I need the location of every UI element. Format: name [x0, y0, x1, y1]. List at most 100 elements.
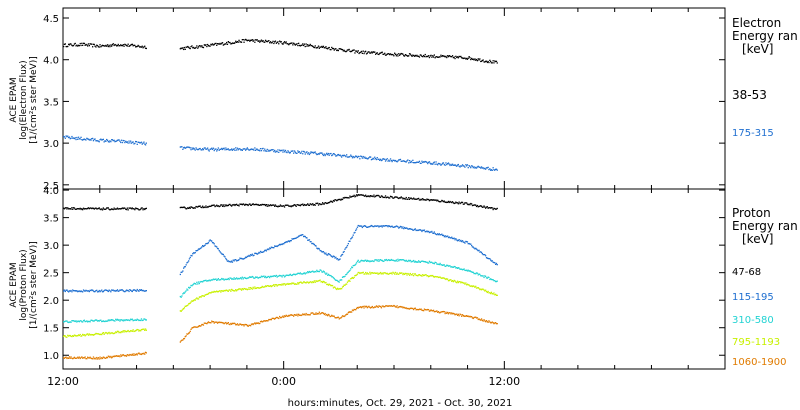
- data-point: [140, 46, 143, 48]
- data-point: [375, 306, 377, 308]
- data-point: [364, 195, 366, 197]
- data-point: [63, 289, 66, 291]
- data-point: [131, 353, 133, 355]
- data-point: [274, 205, 276, 207]
- data-point: [111, 332, 113, 334]
- data-point: [237, 204, 239, 206]
- data-point: [405, 307, 407, 309]
- data-point: [241, 258, 243, 260]
- data-point: [469, 270, 471, 272]
- data-point: [141, 45, 143, 47]
- data-point: [301, 150, 303, 152]
- data-point: [267, 204, 269, 206]
- data-point: [299, 272, 301, 274]
- data-point: [427, 198, 429, 201]
- data-point: [102, 45, 104, 47]
- data-point: [221, 278, 224, 280]
- data-point: [372, 225, 374, 228]
- data-point: [324, 47, 326, 49]
- data-point: [455, 201, 457, 203]
- data-point: [119, 140, 121, 142]
- data-point: [399, 306, 401, 308]
- data-point: [313, 151, 315, 154]
- data-point: [105, 331, 107, 334]
- data-point: [351, 236, 354, 238]
- data-point: [321, 312, 323, 314]
- data-point: [310, 241, 312, 243]
- data-point: [96, 44, 98, 46]
- data-point: [106, 320, 108, 322]
- data-point: [485, 60, 488, 62]
- data-point: [279, 284, 281, 286]
- data-point: [293, 43, 296, 45]
- data-point: [481, 288, 483, 290]
- data-point: [383, 272, 385, 274]
- data-point: [414, 307, 416, 309]
- data-point: [482, 275, 484, 277]
- data-point: [219, 251, 221, 253]
- data-point: [106, 207, 108, 209]
- data-point: [306, 204, 308, 206]
- data-point: [360, 155, 362, 157]
- data-point: [297, 282, 299, 284]
- data-point: [191, 206, 193, 208]
- data-point: [277, 41, 279, 43]
- data-point: [275, 316, 277, 319]
- data-point: [407, 198, 409, 200]
- data-point: [113, 290, 115, 292]
- data-point: [387, 259, 389, 261]
- data-point: [122, 207, 124, 210]
- data-point: [269, 285, 272, 287]
- data-point: [421, 275, 423, 277]
- data-point: [311, 204, 313, 206]
- data-point: [110, 332, 112, 334]
- data-point: [418, 229, 420, 231]
- data-point: [376, 225, 378, 227]
- data-point: [437, 233, 439, 235]
- data-point: [86, 44, 88, 46]
- data-point: [197, 249, 199, 251]
- data-point: [93, 291, 95, 293]
- data-point: [438, 263, 440, 266]
- data-point: [224, 278, 226, 280]
- data-point: [353, 276, 355, 279]
- data-point: [370, 224, 373, 227]
- data-point: [64, 290, 66, 293]
- data-point: [221, 322, 224, 324]
- data-point: [376, 260, 378, 262]
- data-point: [249, 324, 251, 327]
- data-point: [251, 39, 253, 41]
- data-point: [399, 53, 402, 55]
- data-point: [370, 51, 373, 53]
- data-point: [64, 335, 66, 337]
- data-point: [294, 314, 296, 316]
- data-point: [358, 52, 360, 55]
- data-point: [259, 276, 262, 279]
- data-point: [135, 353, 138, 355]
- data-point: [335, 199, 337, 201]
- data-point: [87, 356, 89, 358]
- data-point: [490, 259, 492, 261]
- data-point: [346, 197, 349, 199]
- data-point: [209, 239, 211, 241]
- data-point: [108, 331, 110, 334]
- data-point: [68, 208, 70, 210]
- data-point: [278, 275, 280, 277]
- data-point: [101, 333, 103, 336]
- data-point: [113, 139, 115, 141]
- data-point: [98, 333, 100, 335]
- data-point: [204, 294, 206, 296]
- data-point: [338, 48, 340, 50]
- data-point: [317, 248, 319, 250]
- data-point: [88, 45, 90, 47]
- data-point: [457, 203, 459, 205]
- data-point: [482, 320, 484, 322]
- proton-ylabel-line-3: [1/(cm²s ster MeV)]: [29, 241, 39, 328]
- data-point: [399, 225, 402, 228]
- data-point: [317, 202, 319, 204]
- data-point: [196, 45, 198, 47]
- data-point: [210, 322, 212, 324]
- data-point: [428, 260, 431, 262]
- data-point: [330, 200, 332, 202]
- data-point: [282, 205, 284, 207]
